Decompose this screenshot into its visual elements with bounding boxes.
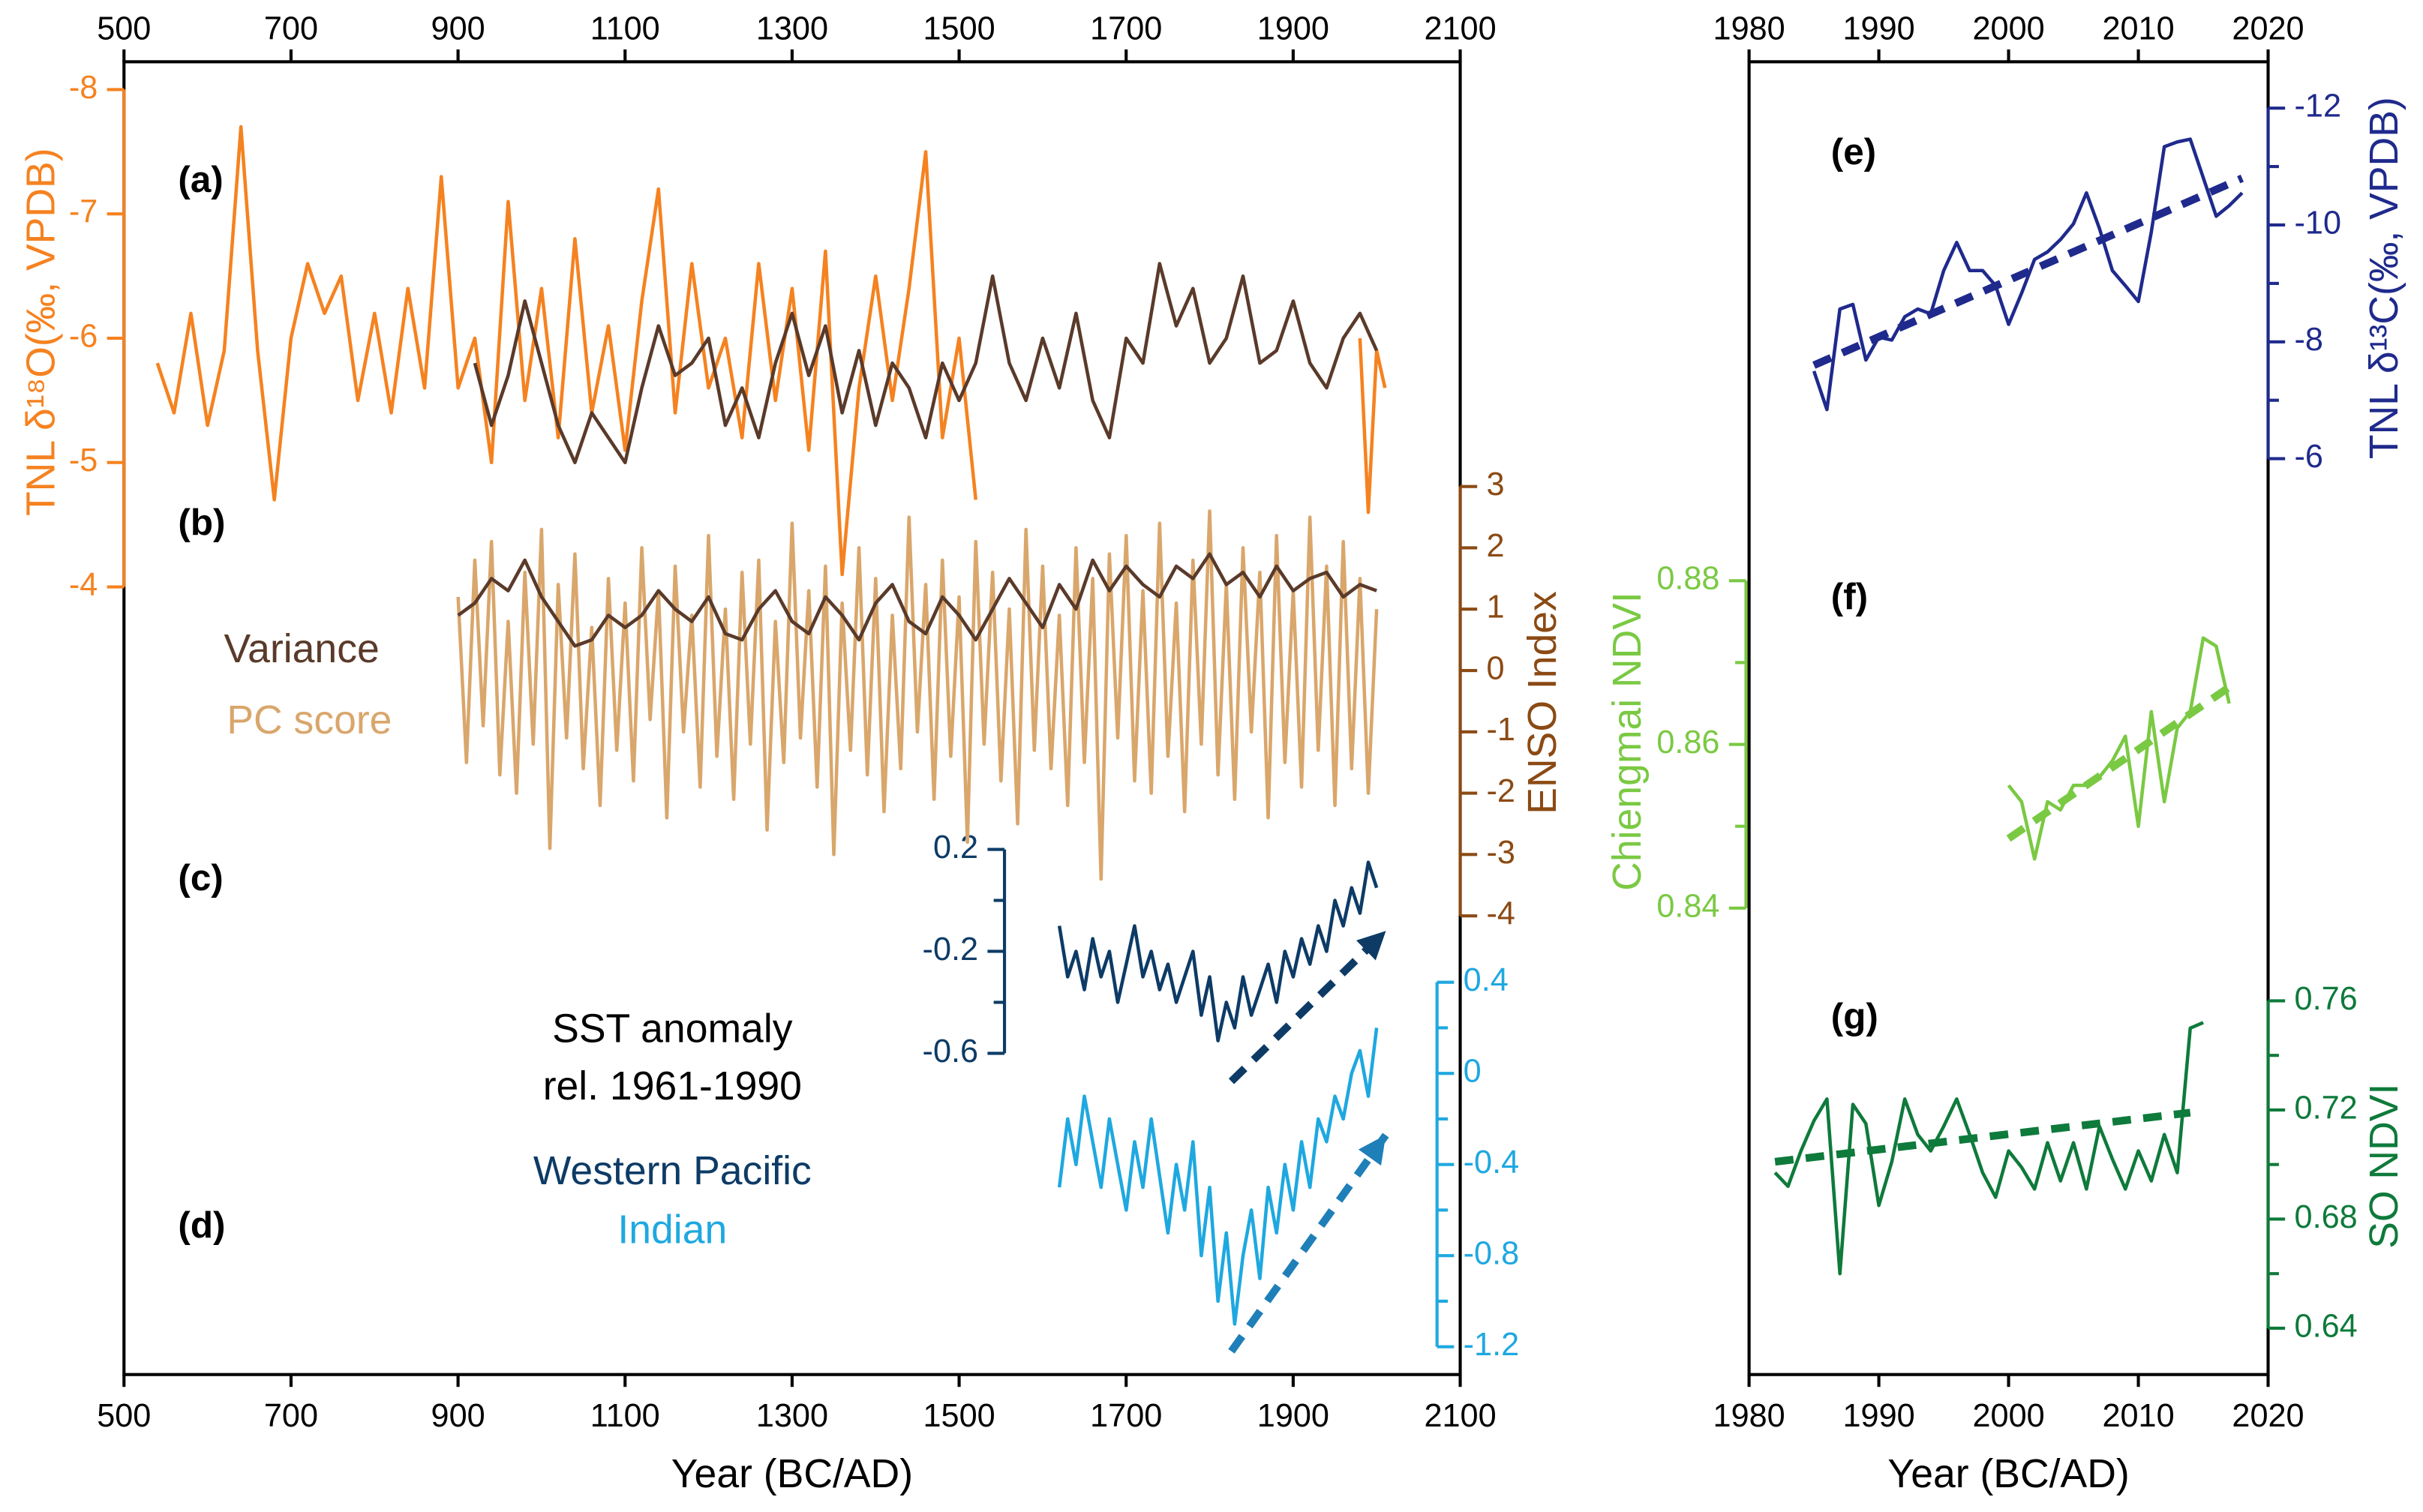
y-tick-label: -0.8 xyxy=(1464,1236,1520,1272)
annotation: SST anomaly xyxy=(552,1007,793,1052)
trend-line xyxy=(1228,928,1389,1084)
x-tick-label-top: 2000 xyxy=(1972,11,2044,47)
y-tick-label: -3 xyxy=(1487,835,1515,871)
x-tick-label-top: 1980 xyxy=(1713,11,1785,47)
y-tick-label: 0.68 xyxy=(2295,1199,2358,1235)
x-tick-label: 900 xyxy=(431,1398,485,1434)
trend-line xyxy=(1228,1132,1389,1354)
y-tick-label: -8 xyxy=(69,70,98,106)
x-tick-label-top: 1990 xyxy=(1842,11,1914,47)
x-tick-label-top: 1500 xyxy=(923,11,995,47)
y-tick-label: 0.72 xyxy=(2295,1090,2358,1126)
y-tick-label: -1.2 xyxy=(1464,1327,1520,1363)
trend-line xyxy=(1812,174,2244,369)
x-tick-label-top: 900 xyxy=(431,11,485,47)
x-tick-label: 1700 xyxy=(1090,1398,1162,1434)
x-tick-label: 1300 xyxy=(756,1398,828,1434)
panel-label: (e) xyxy=(1831,131,1876,172)
y-tick-label: -4 xyxy=(1487,896,1515,932)
data-line xyxy=(1812,137,2244,412)
y-axis-label: Chiengmai NDVI xyxy=(1605,592,1650,891)
y-tick-label: 1 xyxy=(1487,590,1505,626)
x-tick-label: 1500 xyxy=(923,1398,995,1434)
y-tick-label: -6 xyxy=(2295,439,2323,475)
panel-label: (f) xyxy=(1831,576,1868,617)
x-tick-label: 1990 xyxy=(1842,1398,1914,1434)
x-tick-label: 1100 xyxy=(590,1398,660,1434)
panel-label: (g) xyxy=(1831,996,1878,1037)
y-tick-label: 0.4 xyxy=(1464,962,1509,998)
x-axis-label: Year (BC/AD) xyxy=(1887,1452,2129,1496)
legend-variance: Variance xyxy=(224,627,379,671)
y-tick-label: 0 xyxy=(1487,650,1505,686)
y-tick-label: 0 xyxy=(1464,1054,1482,1090)
x-tick-label: 700 xyxy=(264,1398,318,1434)
y-axis-label: TNL δ¹⁸O(‰, VPDB) xyxy=(19,148,63,516)
y-tick-label: 0.76 xyxy=(2295,981,2358,1017)
x-axis-label: Year (BC/AD) xyxy=(671,1452,913,1496)
y-tick-label: 0.84 xyxy=(1656,888,1719,924)
y-axis-label: ENSO Index xyxy=(1521,591,1565,814)
x-tick-label: 500 xyxy=(97,1398,151,1434)
y-tick-label: -1 xyxy=(1487,712,1515,748)
y-tick-label: 0.86 xyxy=(1656,724,1719,760)
data-line xyxy=(2007,636,2231,861)
arrow-head xyxy=(1356,931,1386,961)
legend-western-pacific: Western Pacific xyxy=(533,1149,812,1193)
x-tick-label: 2020 xyxy=(2232,1398,2304,1434)
panel-label: (b) xyxy=(178,502,225,543)
annotation: rel. 1961-1990 xyxy=(543,1064,802,1108)
trend-line xyxy=(2006,683,2232,842)
x-tick-label: 1980 xyxy=(1713,1398,1785,1434)
x-tick-label-top: 500 xyxy=(97,11,151,47)
y-tick-label: -0.2 xyxy=(923,932,979,968)
x-tick-label-top: 2100 xyxy=(1424,11,1496,47)
x-tick-label-top: 1900 xyxy=(1257,11,1329,47)
y-tick-label: 0.88 xyxy=(1656,561,1719,597)
y-axis-label: TNL δ¹³C(‰, VPDB) xyxy=(2362,97,2406,459)
data-line xyxy=(473,262,1379,465)
panel-label: (d) xyxy=(178,1204,225,1246)
x-tick-label: 2000 xyxy=(1972,1398,2044,1434)
data-line xyxy=(155,124,1387,577)
data-line xyxy=(1057,1028,1379,1326)
x-tick-label-top: 1100 xyxy=(590,11,660,47)
legend-pc-score: PC score xyxy=(227,698,392,742)
y-tick-label: -6 xyxy=(69,318,98,354)
data-line xyxy=(1773,1021,2204,1276)
panel-label: (a) xyxy=(178,159,223,200)
x-tick-label-top: 1700 xyxy=(1090,11,1162,47)
x-tick-label-top: 700 xyxy=(264,11,318,47)
x-tick-label: 2010 xyxy=(2102,1398,2174,1434)
y-tick-label: -0.6 xyxy=(923,1034,979,1070)
y-tick-label: -4 xyxy=(69,567,98,603)
panel-label: (c) xyxy=(178,857,223,898)
data-line xyxy=(457,552,1377,648)
y-axis-label: SO NDVI xyxy=(2362,1084,2406,1249)
x-tick-label: 1900 xyxy=(1257,1398,1329,1434)
y-tick-label: -0.4 xyxy=(1464,1144,1520,1180)
y-tick-label: 0.2 xyxy=(933,830,978,866)
y-tick-label: 3 xyxy=(1487,466,1505,502)
y-tick-label: 0.64 xyxy=(2295,1308,2358,1344)
x-tick-label-top: 1300 xyxy=(756,11,828,47)
x-tick-label-top: 2010 xyxy=(2102,11,2174,47)
y-tick-label: 2 xyxy=(1487,528,1505,564)
y-tick-label: -7 xyxy=(69,194,98,230)
y-tick-label: -5 xyxy=(69,442,98,478)
x-tick-label-top: 2020 xyxy=(2232,11,2304,47)
data-line xyxy=(456,509,1379,881)
arrow-head xyxy=(1358,1135,1386,1166)
y-tick-label: -10 xyxy=(2295,205,2342,241)
y-tick-label: -2 xyxy=(1487,773,1515,809)
y-tick-label: -12 xyxy=(2295,88,2342,124)
data-line xyxy=(1057,860,1379,1042)
x-tick-label: 2100 xyxy=(1424,1398,1496,1434)
y-tick-label: -8 xyxy=(2295,322,2323,358)
trend-line xyxy=(1774,1108,2191,1166)
legend-indian: Indian xyxy=(617,1208,727,1252)
